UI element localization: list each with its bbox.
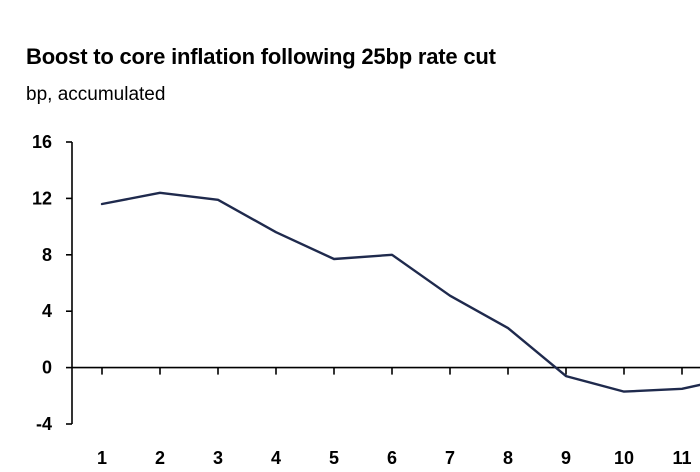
y-tick-label: 12 xyxy=(32,188,52,208)
x-tick-label: 6 xyxy=(387,448,397,468)
x-tick-label: 11 xyxy=(672,448,691,468)
y-tick-label: 0 xyxy=(42,358,52,378)
x-axis-ticks: 1 2 3 4 5 6 7 8 9 10 11 xyxy=(97,367,692,468)
chart-title: Boost to core inflation following 25bp r… xyxy=(26,44,496,69)
x-tick-label: 10 xyxy=(614,448,634,468)
x-tick-label: 8 xyxy=(503,448,513,468)
x-tick-label: 2 xyxy=(155,448,165,468)
x-tick-label: 9 xyxy=(561,448,571,468)
x-tick-label: 1 xyxy=(97,448,107,468)
x-tick-label: 7 xyxy=(445,448,455,468)
y-tick-label: 4 xyxy=(42,301,52,321)
y-axis-ticks: -4 0 4 8 12 16 xyxy=(32,132,72,434)
x-tick-label: 5 xyxy=(329,448,339,468)
y-tick-label: 8 xyxy=(42,245,52,265)
chart-axes xyxy=(71,142,700,424)
x-tick-label: 3 xyxy=(213,448,223,468)
chart-subtitle: bp, accumulated xyxy=(26,84,166,105)
series-layer xyxy=(100,191,700,393)
y-tick-label: -4 xyxy=(36,414,52,434)
y-tick-label: 16 xyxy=(32,132,52,152)
x-tick-label: 4 xyxy=(271,448,281,468)
series-line xyxy=(100,191,700,393)
